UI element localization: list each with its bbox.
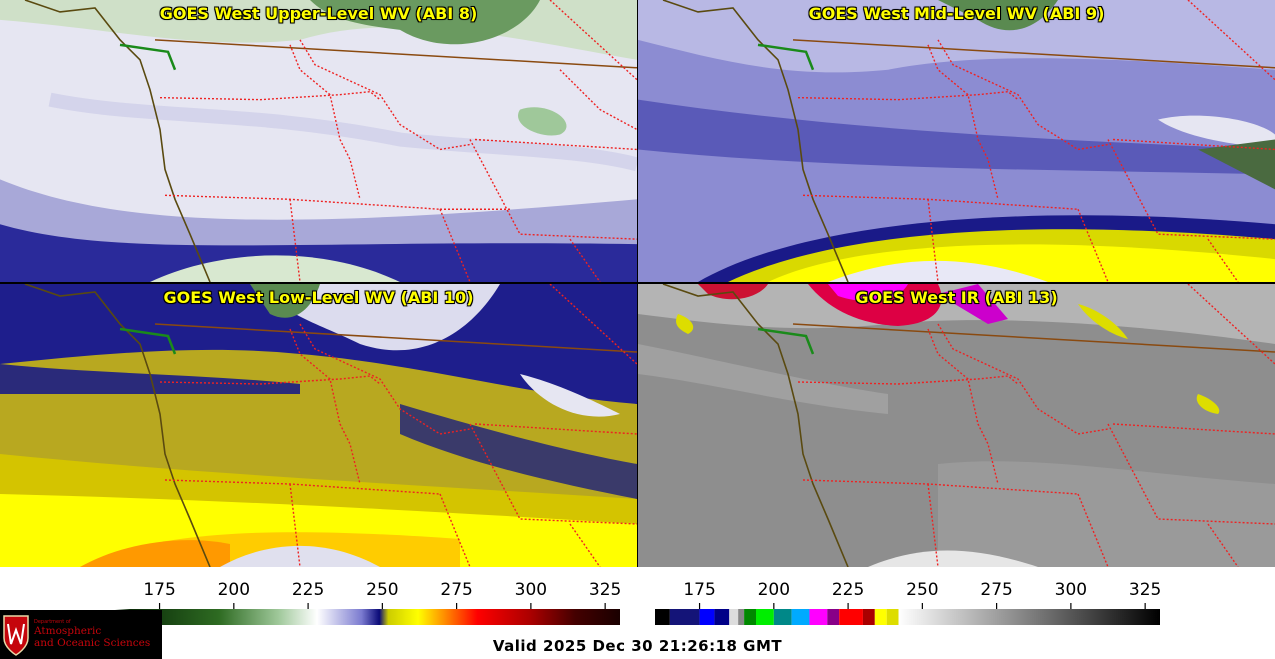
ir-colorbar-segment: [874, 609, 887, 625]
state-borders-overlay: [662, 0, 1275, 282]
ir-tick-label: 250: [906, 580, 938, 600]
wv-tick-label: 300: [515, 580, 547, 600]
state-borders-overlay: [24, 284, 637, 567]
ir-tick-label: 275: [980, 580, 1012, 600]
ir-colorbar-segment: [862, 609, 875, 625]
ir-colorbar-segment: [839, 609, 863, 625]
wv-tick-label: 225: [292, 580, 324, 600]
state-borders-overlay: [662, 284, 1275, 567]
wv-tick-label: 200: [218, 580, 250, 600]
wv-colorbar: 175 200 225 250 275 300 325: [115, 567, 625, 627]
mid-level-wv-panel: GOES West Mid-Level WV (ABI 9): [638, 0, 1275, 282]
panel-title: GOES West Low-Level WV (ABI 10): [163, 288, 474, 307]
wv-upper-image: [0, 0, 637, 282]
ir-colorbar-segment: [756, 609, 774, 625]
ir-colorbar-segment: [655, 609, 670, 625]
logo-text: Atmospheric and Oceanic Sciences: [34, 625, 150, 649]
ir-tick-label: 300: [1055, 580, 1087, 600]
logo-line1: Department of: [34, 619, 71, 625]
wv-tick-label: 175: [143, 580, 175, 600]
low-level-wv-panel: GOES West Low-Level WV (ABI 10): [0, 284, 637, 567]
uw-crest-icon: [3, 615, 29, 656]
ir-colorbar-segment: [738, 609, 745, 625]
ir-colorbar-graphic: 175 200 225 250 275 300 325: [655, 580, 1161, 625]
panel-title: GOES West Mid-Level WV (ABI 9): [808, 4, 1105, 23]
logo-line3: and Oceanic Sciences: [34, 637, 151, 649]
ir-colorbar-segment: [827, 609, 840, 625]
wv-tick-label: 275: [440, 580, 472, 600]
ir-colorbar-segment: [699, 609, 715, 625]
ir-tick-label: 225: [832, 580, 864, 600]
ir-tick-label: 175: [683, 580, 715, 600]
wv-low-image: [0, 284, 637, 567]
wv-tick-label: 250: [366, 580, 398, 600]
wv-colorbar-graphic: 175 200 225 250 275 300 325: [115, 580, 621, 625]
wv-colorbar-gradient: [115, 609, 620, 625]
wv-mid-image: [638, 0, 1275, 282]
logo-line2: Atmospheric: [34, 625, 102, 637]
ir-colorbar-segment: [809, 609, 828, 625]
ir-image: [638, 284, 1275, 567]
state-borders-overlay: [24, 0, 637, 282]
ir-colorbar-gray-ramp: [898, 609, 1160, 625]
ir-colorbar-segment: [791, 609, 810, 625]
ir-tick-label: 200: [758, 580, 790, 600]
ir-colorbar-segment: [886, 609, 899, 625]
ir-colorbar-segment: [744, 609, 756, 625]
panel-divider-horizontal: [0, 282, 1275, 284]
wv-tick-label: 325: [589, 580, 621, 600]
ir-colorbar-segment: [729, 609, 739, 625]
aos-logo: Department of Atmospheric and Oceanic Sc…: [0, 610, 162, 659]
ir-colorbar-segment: [669, 609, 700, 625]
panel-title: GOES West IR (ABI 13): [855, 288, 1058, 307]
upper-level-wv-panel: GOES West Upper-Level WV (ABI 8): [0, 0, 637, 282]
ir-tick-label: 325: [1129, 580, 1161, 600]
ir-panel: GOES West IR (ABI 13): [638, 284, 1275, 567]
panel-title: GOES West Upper-Level WV (ABI 8): [159, 4, 478, 23]
ir-colorbar-segment: [714, 609, 730, 625]
ir-colorbar: 175 200 225 250 275 300 325: [655, 567, 1165, 627]
valid-time: Valid 2025 Dec 30 21:26:18 GMT: [492, 637, 783, 655]
ir-colorbar-segment: [773, 609, 792, 625]
